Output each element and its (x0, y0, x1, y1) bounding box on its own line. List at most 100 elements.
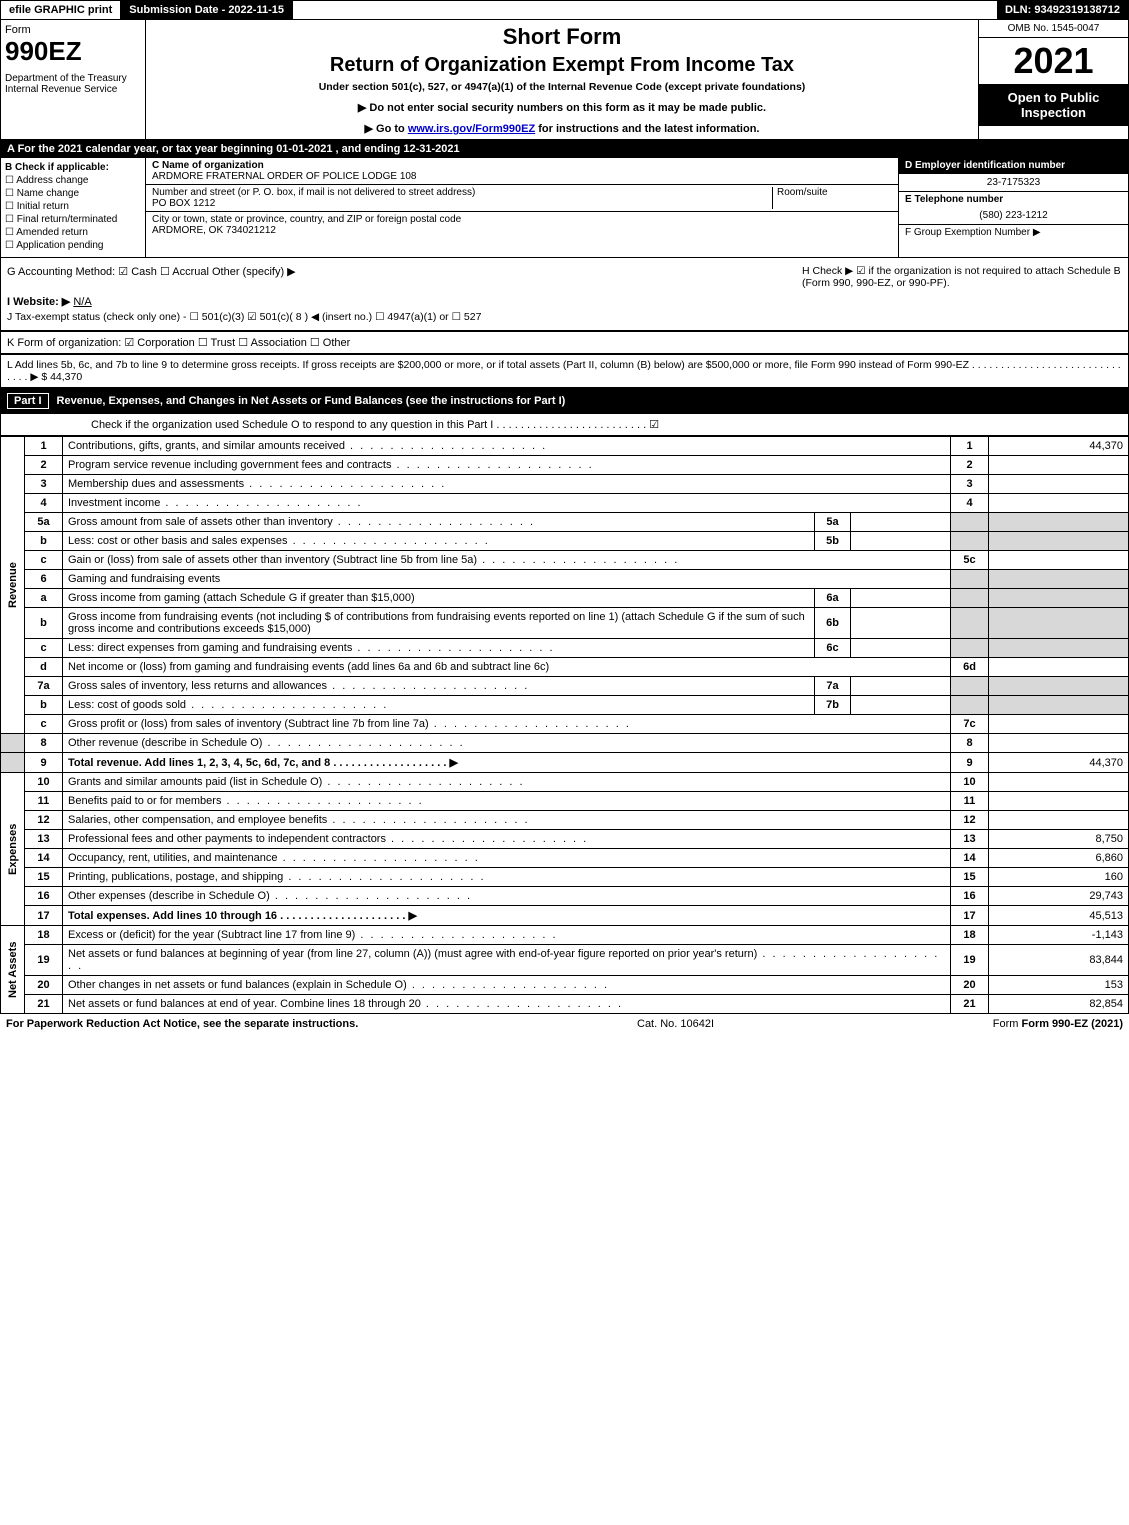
part-1-label: Part I (7, 393, 49, 409)
dept-label: Department of the Treasury Internal Reve… (5, 73, 141, 95)
row-7a: 7aGross sales of inventory, less returns… (1, 677, 1129, 696)
r1: 1 (951, 437, 989, 456)
header-center: Short Form Return of Organization Exempt… (146, 20, 978, 139)
chk-final[interactable]: ☐ Final return/terminated (5, 214, 141, 225)
part-1-header: Part I Revenue, Expenses, and Changes in… (0, 388, 1129, 414)
form-title: Return of Organization Exempt From Incom… (154, 54, 970, 77)
line-j: J Tax-exempt status (check only one) - ☐… (7, 311, 1122, 323)
row-7b: bLess: cost of goods sold7b (1, 696, 1129, 715)
street-row: Number and street (or P. O. box, if mail… (146, 185, 898, 212)
city-label: City or town, state or province, country… (152, 214, 461, 225)
city: ARDMORE, OK 734021212 (152, 225, 276, 236)
form-header: Form 990EZ Department of the Treasury In… (0, 20, 1129, 140)
row-3: 3Membership dues and assessments3 (1, 475, 1129, 494)
submission-date: Submission Date - 2022-11-15 (121, 1, 293, 19)
footer-left: For Paperwork Reduction Act Notice, see … (6, 1018, 358, 1030)
footer-right: Form Form 990-EZ (2021) (993, 1018, 1123, 1030)
header-right: OMB No. 1545-0047 2021 Open to Public In… (978, 20, 1128, 139)
row-4: 4Investment income4 (1, 494, 1129, 513)
org-name-row: C Name of organization ARDMORE FRATERNAL… (146, 158, 898, 185)
row-5b: bLess: cost or other basis and sales exp… (1, 532, 1129, 551)
page-footer: For Paperwork Reduction Act Notice, see … (0, 1014, 1129, 1034)
box-c: C Name of organization ARDMORE FRATERNAL… (146, 158, 898, 257)
line-l: L Add lines 5b, 6c, and 7b to line 9 to … (0, 354, 1129, 388)
tax-year: 2021 (979, 38, 1128, 84)
footer-mid: Cat. No. 10642I (637, 1018, 714, 1030)
row-6d: dNet income or (loss) from gaming and fu… (1, 658, 1129, 677)
phone: (580) 223-1212 (899, 207, 1128, 225)
room-suite: Room/suite (772, 187, 892, 209)
short-form-label: Short Form (154, 24, 970, 50)
line-k: K Form of organization: ☑ Corporation ☐ … (0, 331, 1129, 354)
form-label: Form (5, 24, 141, 36)
section-b-c-d: B Check if applicable: ☐ Address change … (0, 158, 1129, 258)
header-left: Form 990EZ Department of the Treasury In… (1, 20, 146, 139)
efile-label[interactable]: efile GRAPHIC print (1, 1, 121, 19)
street-label: Number and street (or P. O. box, if mail… (152, 187, 475, 198)
section-g-through-l: G Accounting Method: ☑ Cash ☐ Accrual Ot… (0, 258, 1129, 331)
row-8: 8Other revenue (describe in Schedule O)8 (1, 734, 1129, 753)
part-1-check: Check if the organization used Schedule … (0, 414, 1129, 436)
row-1: Revenue 1 Contributions, gifts, grants, … (1, 437, 1129, 456)
row-16: 16Other expenses (describe in Schedule O… (1, 887, 1129, 906)
warn-ssn: ▶ Do not enter social security numbers o… (154, 101, 970, 114)
row-19: 19Net assets or fund balances at beginni… (1, 945, 1129, 976)
omb-number: OMB No. 1545-0047 (979, 20, 1128, 38)
box-b-header: B Check if applicable: (5, 162, 141, 173)
row-20: 20Other changes in net assets or fund ba… (1, 976, 1129, 995)
form-number: 990EZ (5, 36, 141, 67)
warn-link: ▶ Go to www.irs.gov/Form990EZ for instru… (154, 122, 970, 135)
row-21: 21Net assets or fund balances at end of … (1, 995, 1129, 1014)
box-def: D Employer identification number 23-7175… (898, 158, 1128, 257)
row-15: 15Printing, publications, postage, and s… (1, 868, 1129, 887)
open-inspection: Open to Public Inspection (979, 84, 1128, 126)
top-bar: efile GRAPHIC print Submission Date - 20… (0, 0, 1129, 20)
box-b: B Check if applicable: ☐ Address change … (1, 158, 146, 257)
row-10: Expenses 10Grants and similar amounts pa… (1, 773, 1129, 792)
row-17: 17Total expenses. Add lines 10 through 1… (1, 906, 1129, 926)
website-label: I Website: ▶ (7, 296, 70, 308)
org-name-label: C Name of organization (152, 160, 264, 171)
row-14: 14Occupancy, rent, utilities, and mainte… (1, 849, 1129, 868)
city-row: City or town, state or province, country… (146, 212, 898, 238)
org-name: ARDMORE FRATERNAL ORDER OF POLICE LODGE … (152, 171, 417, 182)
chk-amended[interactable]: ☐ Amended return (5, 227, 141, 238)
warn2-post: for instructions and the latest informat… (535, 123, 759, 135)
warn2-pre: ▶ Go to (365, 123, 408, 135)
chk-pending[interactable]: ☐ Application pending (5, 240, 141, 251)
row-6b: bGross income from fundraising events (n… (1, 608, 1129, 639)
ein: 23-7175323 (899, 174, 1128, 192)
row-5a: 5aGross amount from sale of assets other… (1, 513, 1129, 532)
row-11: 11Benefits paid to or for members11 (1, 792, 1129, 811)
dln: DLN: 93492319138712 (997, 1, 1128, 19)
chk-name[interactable]: ☐ Name change (5, 188, 141, 199)
irs-link[interactable]: www.irs.gov/Form990EZ (408, 123, 535, 135)
chk-address[interactable]: ☐ Address change (5, 175, 141, 186)
row-2: 2Program service revenue including gover… (1, 456, 1129, 475)
row-12: 12Salaries, other compensation, and empl… (1, 811, 1129, 830)
line-g: G Accounting Method: ☑ Cash ☐ Accrual Ot… (7, 265, 802, 289)
expenses-side-label: Expenses (1, 773, 25, 926)
a1: 44,370 (989, 437, 1129, 456)
topbar-spacer (293, 1, 997, 19)
row-13: 13Professional fees and other payments t… (1, 830, 1129, 849)
street: PO BOX 1212 (152, 198, 215, 209)
row-6: 6Gaming and fundraising events (1, 570, 1129, 589)
revenue-side-label: Revenue (1, 437, 25, 734)
line-i: I Website: ▶ N/A (7, 295, 1122, 308)
group-exempt-label: F Group Exemption Number ▶ (899, 225, 1128, 240)
row-5c: cGain or (loss) from sale of assets othe… (1, 551, 1129, 570)
part-1-title: Revenue, Expenses, and Changes in Net As… (57, 395, 566, 407)
website-value: N/A (73, 296, 91, 308)
revenue-table: Revenue 1 Contributions, gifts, grants, … (0, 436, 1129, 1014)
ein-label: D Employer identification number (899, 158, 1128, 174)
netassets-side-label: Net Assets (1, 926, 25, 1014)
line-h: H Check ▶ ☑ if the organization is not r… (802, 265, 1122, 289)
line-a: A For the 2021 calendar year, or tax yea… (0, 140, 1129, 158)
row-6a: aGross income from gaming (attach Schedu… (1, 589, 1129, 608)
row-6c: cLess: direct expenses from gaming and f… (1, 639, 1129, 658)
form-subtitle: Under section 501(c), 527, or 4947(a)(1)… (154, 81, 970, 93)
row-18: Net Assets 18Excess or (deficit) for the… (1, 926, 1129, 945)
chk-initial[interactable]: ☐ Initial return (5, 201, 141, 212)
row-7c: cGross profit or (loss) from sales of in… (1, 715, 1129, 734)
